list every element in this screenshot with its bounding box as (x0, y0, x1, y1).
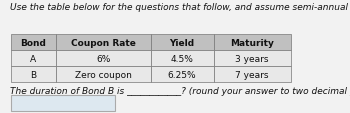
Text: Zero coupon: Zero coupon (75, 70, 132, 79)
Bar (10, 51, 56, 67)
Bar (214, 51, 290, 67)
Text: Bond: Bond (20, 39, 46, 47)
Text: 4.5%: 4.5% (170, 54, 194, 63)
Text: Yield: Yield (169, 39, 195, 47)
Text: 6.25%: 6.25% (168, 70, 196, 79)
Bar (150, 35, 214, 51)
Text: The duration of Bond B is ____________? (round your answer to two decimal places: The duration of Bond B is ____________? … (10, 86, 350, 95)
Text: 3 years: 3 years (235, 54, 269, 63)
Bar (56, 67, 150, 82)
Bar (214, 35, 290, 51)
Bar (10, 95, 116, 111)
Bar (214, 67, 290, 82)
Bar (10, 67, 56, 82)
Text: Maturity: Maturity (230, 39, 274, 47)
Bar (56, 35, 150, 51)
Text: 7 years: 7 years (235, 70, 269, 79)
Bar (150, 51, 214, 67)
Bar (10, 35, 56, 51)
Bar (56, 51, 150, 67)
Text: Use the table below for the questions that follow, and assume semi-annual intere: Use the table below for the questions th… (10, 3, 350, 12)
Text: Coupon Rate: Coupon Rate (71, 39, 136, 47)
Bar (150, 67, 214, 82)
Text: B: B (30, 70, 36, 79)
Text: A: A (30, 54, 36, 63)
Text: 6%: 6% (96, 54, 111, 63)
